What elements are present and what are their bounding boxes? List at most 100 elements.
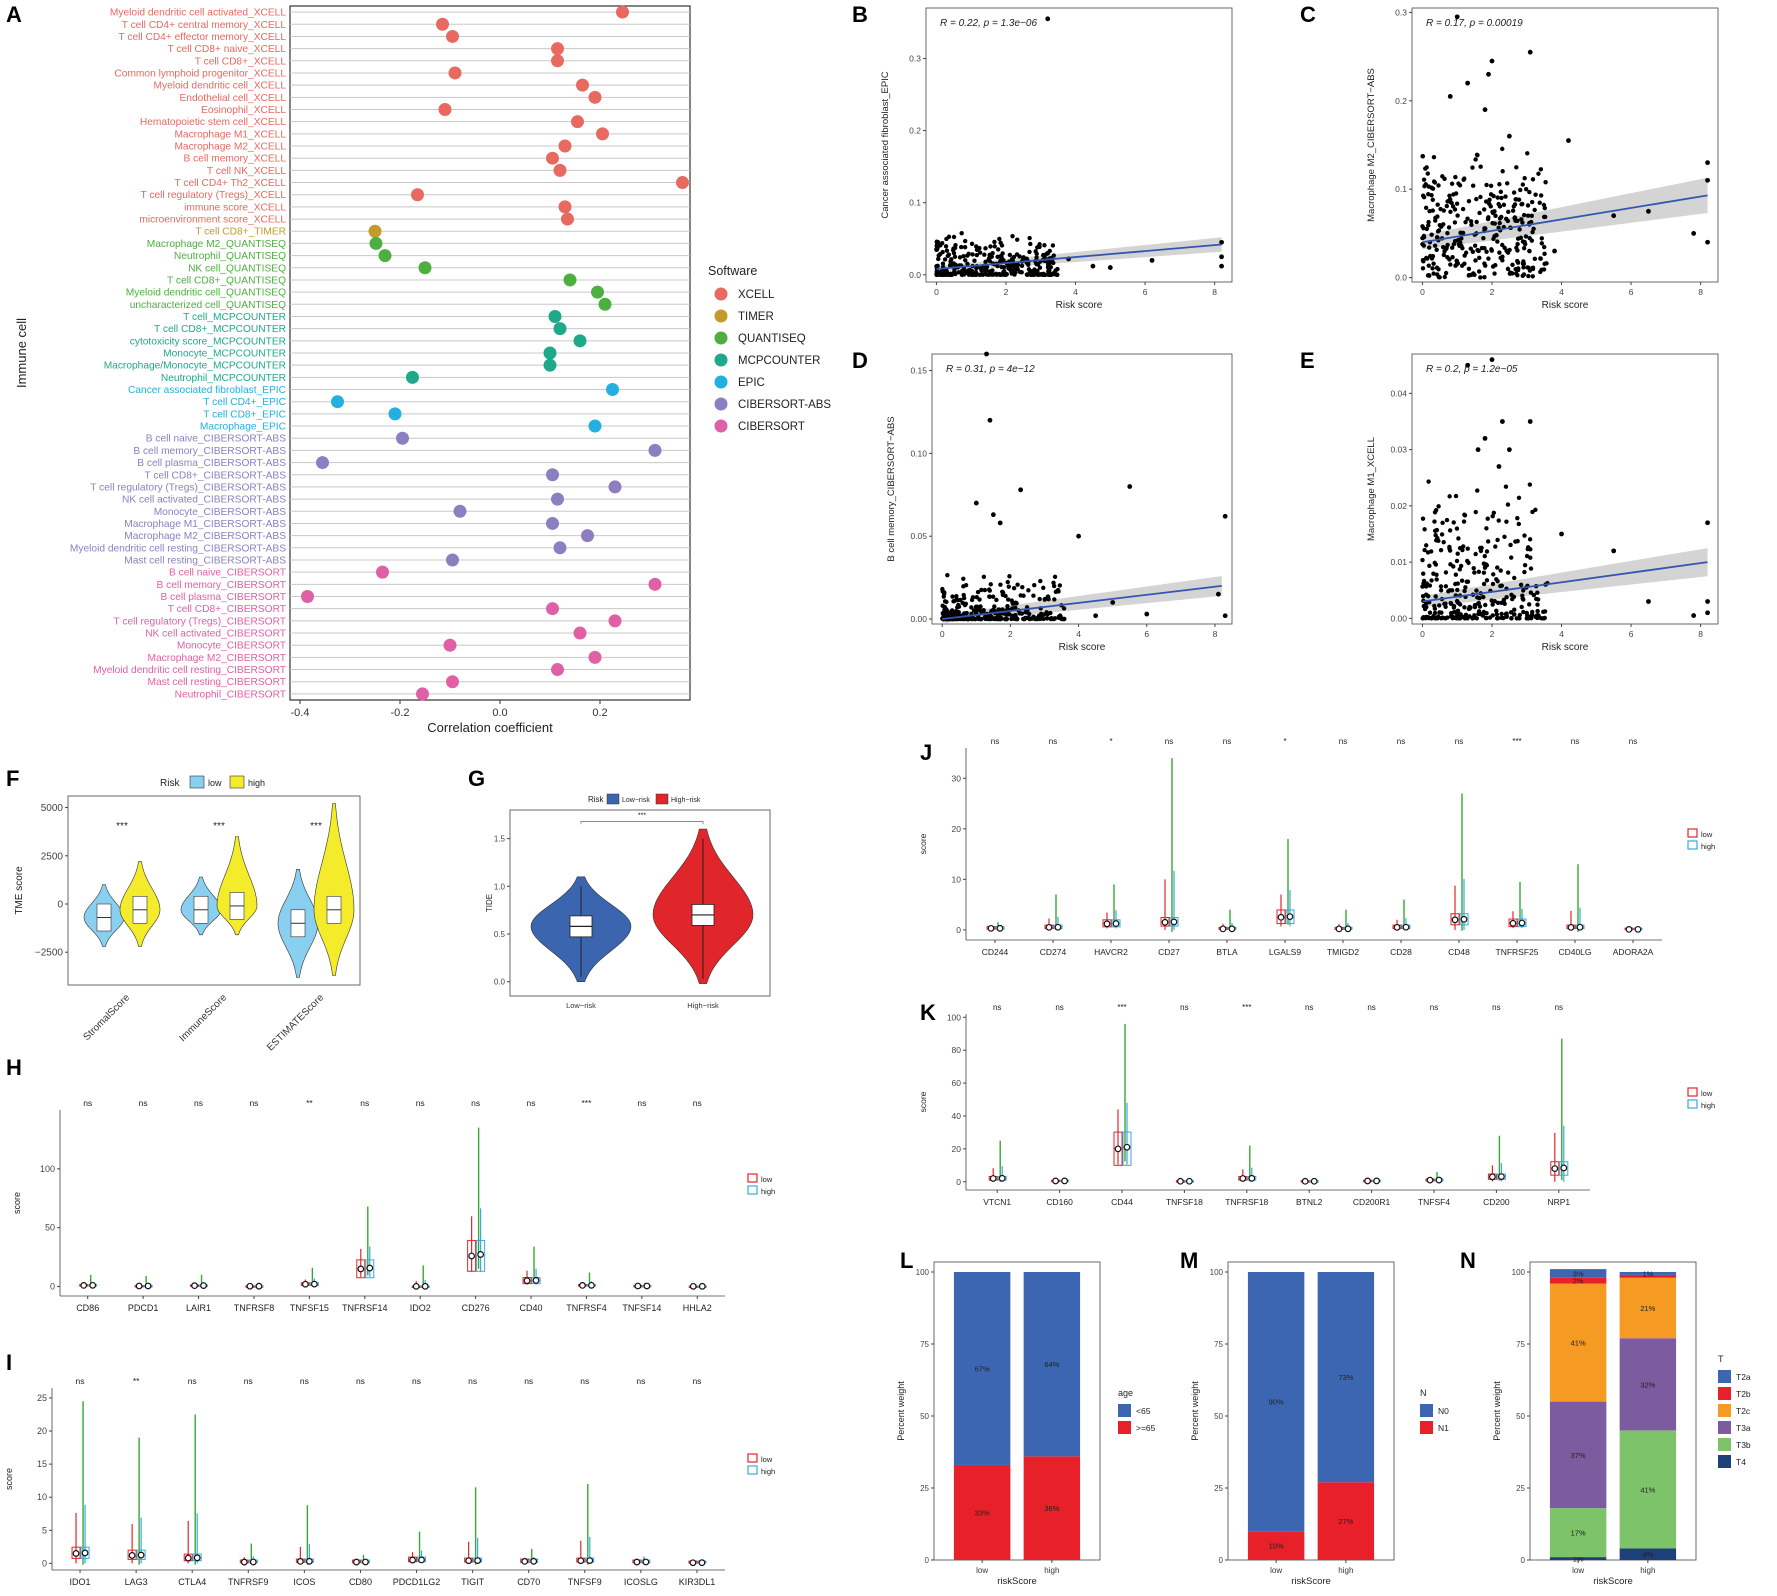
- mean-point: [1335, 925, 1343, 933]
- data-point: [1476, 269, 1482, 274]
- data-point: [1498, 583, 1503, 589]
- data-point: [1529, 213, 1534, 219]
- x-tick-label: LAIR1: [186, 1303, 211, 1313]
- box-high: [80, 1546, 90, 1559]
- x-tick-label: CD44: [1111, 1197, 1133, 1207]
- x-tick-label: CD244: [982, 947, 1009, 957]
- correlation-annotation: R = 0.31, p = 4e−12: [946, 364, 1035, 375]
- data-point: [949, 272, 954, 277]
- data-point: [961, 592, 966, 598]
- row-label: NK cell_QUANTISEQ: [188, 263, 286, 274]
- data-point: [406, 370, 419, 384]
- data-point: [1222, 613, 1228, 619]
- data-point: [1432, 180, 1438, 185]
- mean-point: [418, 1556, 425, 1564]
- data-point: [1493, 544, 1498, 549]
- x-tick-label: IDO2: [410, 1303, 431, 1313]
- data-point: [1509, 592, 1514, 598]
- significance-label: ns: [692, 1376, 701, 1386]
- mean-point: [1460, 915, 1468, 923]
- data-point: [1420, 241, 1425, 247]
- data-point: [1026, 588, 1031, 593]
- mean-point: [1551, 1165, 1559, 1173]
- legend-title: Risk: [160, 778, 180, 789]
- data-point: [446, 553, 459, 567]
- data-point: [1046, 597, 1051, 602]
- data-point: [1470, 249, 1476, 254]
- data-point: [953, 609, 959, 614]
- data-point: [1454, 526, 1460, 531]
- data-point: [1483, 562, 1489, 567]
- data-point: [973, 500, 979, 506]
- row-label: Mast cell resting_CIBERSORT: [147, 677, 286, 688]
- data-point: [1465, 362, 1471, 368]
- y-tick-label: 25: [1516, 1484, 1525, 1493]
- data-point: [1005, 263, 1011, 268]
- significance-label: ***: [1117, 1003, 1126, 1012]
- data-point: [970, 272, 976, 277]
- data-point: [546, 516, 559, 530]
- significance-label: *: [1109, 737, 1112, 746]
- data-point: [1019, 263, 1025, 269]
- y-tick-label: 40: [952, 1111, 962, 1121]
- data-point: [1429, 256, 1435, 261]
- data-point: [975, 589, 981, 595]
- data-point: [1533, 192, 1538, 197]
- data-point: [975, 616, 981, 621]
- row-label: immune score_XCELL: [184, 202, 286, 213]
- data-point: [1463, 612, 1469, 618]
- data-point: [1481, 207, 1487, 212]
- data-point: [1449, 245, 1455, 250]
- data-point: [1512, 607, 1517, 612]
- significance-label: ns: [1049, 737, 1057, 746]
- data-point: [416, 687, 429, 701]
- data-point: [1435, 202, 1440, 207]
- data-point: [1535, 602, 1540, 607]
- data-point: [1447, 193, 1452, 198]
- data-point: [987, 594, 992, 599]
- y-tick-label: 50: [45, 1223, 55, 1233]
- y-tick-label: 80: [952, 1045, 962, 1055]
- legend-label: high: [761, 1187, 775, 1196]
- mean-point: [588, 1281, 595, 1289]
- row-label: T cell CD8+_MCPCOUNTER: [154, 324, 286, 335]
- data-point: [1470, 616, 1475, 621]
- data-point: [1443, 604, 1448, 609]
- data-point: [936, 256, 941, 262]
- data-point: [571, 115, 584, 129]
- x-tick-label: TNFSF4: [1418, 1197, 1450, 1207]
- data-point: [944, 248, 950, 253]
- data-point: [940, 589, 945, 594]
- data-point: [1425, 550, 1431, 555]
- legend-swatch: [747, 1173, 758, 1183]
- data-point: [1526, 602, 1532, 607]
- data-point: [1422, 606, 1428, 612]
- data-point: [1538, 193, 1544, 198]
- mean-point: [1161, 918, 1169, 926]
- x-tick-label: TNFRSF4: [566, 1303, 607, 1313]
- data-point: [979, 587, 984, 593]
- mean-point: [1426, 1176, 1434, 1184]
- y-tick-label: 0.2: [1395, 96, 1407, 106]
- y-tick-label: 20: [37, 1426, 47, 1436]
- bar-segment: [1619, 1548, 1677, 1560]
- data-point: [1482, 107, 1488, 113]
- y-axis-title: Percent weight: [1190, 1381, 1200, 1441]
- box-low: [356, 1259, 366, 1279]
- fit-line: [942, 585, 1222, 620]
- data-point: [1015, 262, 1021, 268]
- data-point: [1052, 574, 1058, 579]
- x-axis-title: riskScore: [997, 1576, 1037, 1587]
- box-high: [365, 1259, 375, 1279]
- data-point: [1512, 612, 1517, 617]
- data-point: [1512, 202, 1518, 207]
- panel-letter-N: N: [1460, 1248, 1476, 1273]
- data-point: [1508, 610, 1514, 615]
- segment-label: 64%: [1044, 1360, 1059, 1369]
- panel-c: 0 2 4 6 8 0.0 0.1 0.2 0.3 Risk score Macrophage M2…: [1366, 7, 1719, 311]
- data-point: [1485, 539, 1491, 544]
- data-point: [1420, 593, 1426, 599]
- data-point: [563, 273, 577, 287]
- segment-label: 73%: [1338, 1373, 1353, 1382]
